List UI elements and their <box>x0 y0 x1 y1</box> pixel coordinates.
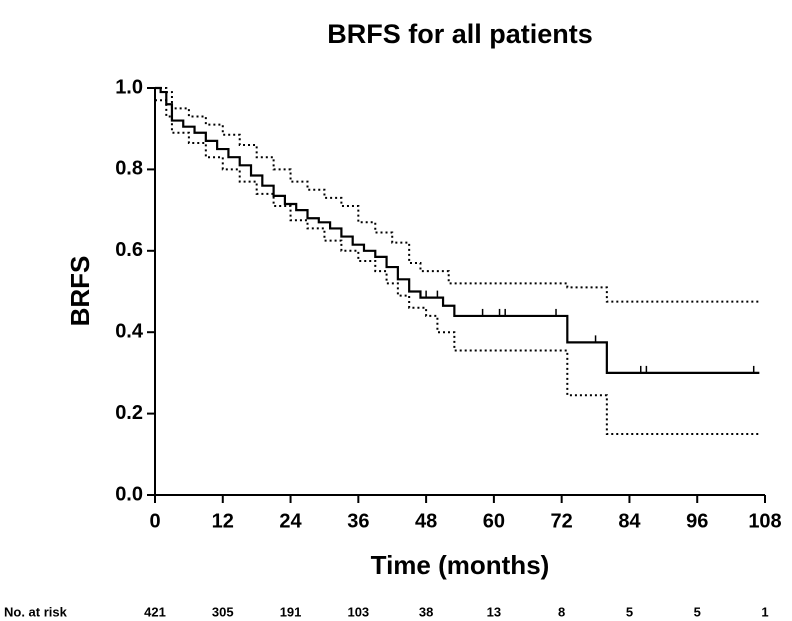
y-tick-label: 1.0 <box>115 76 143 98</box>
x-tick-label: 108 <box>748 510 781 532</box>
y-axis-title: BRFS <box>65 256 95 327</box>
x-tick-label: 60 <box>483 510 505 532</box>
km-curve <box>155 86 760 374</box>
risk-table-label: No. at risk <box>4 604 68 619</box>
risk-count: 5 <box>694 604 701 619</box>
risk-count: 305 <box>212 604 234 619</box>
y-tick-label: 0.8 <box>115 158 143 180</box>
chart-title: BRFS for all patients <box>327 19 593 49</box>
risk-count: 1 <box>761 604 768 619</box>
x-axis-title: Time (months) <box>371 550 550 580</box>
risk-count: 421 <box>144 604 166 619</box>
y-tick-label: 0.6 <box>115 239 143 261</box>
x-tick-label: 24 <box>279 510 302 532</box>
x-tick-label: 48 <box>415 510 437 532</box>
risk-count: 103 <box>347 604 369 619</box>
x-tick-label: 96 <box>686 510 708 532</box>
km-curve <box>155 87 760 303</box>
x-tick-label: 0 <box>149 510 160 532</box>
risk-count: 8 <box>558 604 565 619</box>
y-tick-label: 0.4 <box>115 320 144 342</box>
y-tick-label: 0.2 <box>115 402 143 424</box>
risk-count: 191 <box>280 604 302 619</box>
x-tick-label: 12 <box>212 510 234 532</box>
risk-count: 5 <box>626 604 633 619</box>
km-curve <box>155 99 760 435</box>
x-tick-label: 84 <box>618 510 641 532</box>
risk-count: 13 <box>487 604 501 619</box>
y-tick-label: 0.0 <box>115 483 143 505</box>
x-tick-label: 72 <box>551 510 573 532</box>
risk-count: 38 <box>419 604 433 619</box>
x-tick-label: 36 <box>347 510 369 532</box>
